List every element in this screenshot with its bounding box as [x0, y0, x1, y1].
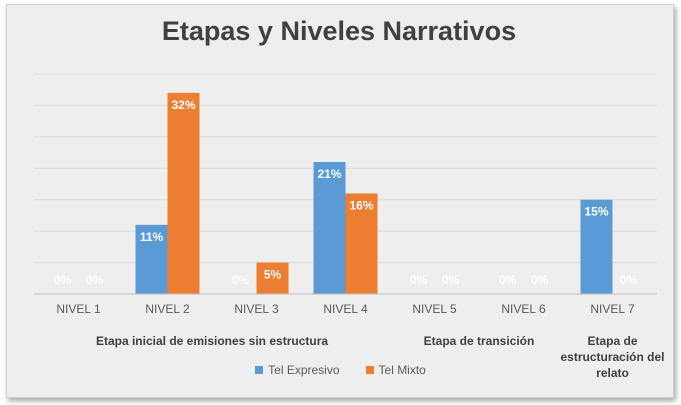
bar-2-3: [256, 262, 289, 294]
data-label-1-2: 11%: [140, 230, 164, 244]
data-label-1-7: 15%: [584, 205, 608, 219]
data-label-2-5: 0%: [442, 273, 460, 287]
data-label-2-2: 32%: [171, 98, 195, 112]
category-label-1: NIVEL 1: [56, 302, 101, 316]
group-label-3-line-3: relato: [596, 366, 629, 380]
group-label-1-line-1: Etapa inicial de emisiones sin estructur…: [96, 334, 328, 348]
bar-2-2: [167, 92, 200, 294]
category-label-2: NIVEL 2: [145, 302, 190, 316]
data-label-1-1: 0%: [54, 273, 72, 287]
group-label-3-line-1: Etapa de: [587, 334, 637, 348]
data-label-1-5: 0%: [410, 273, 428, 287]
chart-legend: Tel Expresivo Tel Mixto: [0, 363, 681, 377]
category-label-3: NIVEL 3: [234, 302, 279, 316]
data-label-2-6: 0%: [531, 273, 549, 287]
data-label-2-1: 0%: [86, 273, 104, 287]
category-label-4: NIVEL 4: [323, 302, 368, 316]
category-label-7: NIVEL 7: [590, 302, 635, 316]
bar-1-4: [313, 162, 346, 294]
data-label-1-4: 21%: [317, 167, 341, 181]
legend-item-series-1: Tel Expresivo: [255, 363, 340, 377]
bar-2-4: [345, 193, 378, 294]
category-label-5: NIVEL 5: [412, 302, 457, 316]
category-label-6: NIVEL 6: [501, 302, 546, 316]
legend-label-series-2: Tel Mixto: [378, 363, 426, 377]
group-label-3-line-2: estructuración del: [560, 350, 664, 364]
data-label-2-3: 5%: [264, 268, 282, 282]
legend-item-series-2: Tel Mixto: [365, 363, 426, 377]
legend-swatch-series-1: [255, 366, 264, 374]
data-label-1-6: 0%: [499, 273, 517, 287]
group-label-2-line-1: Etapa de transición: [424, 334, 535, 348]
data-label-2-4: 16%: [349, 198, 373, 212]
bar-1-7: [580, 199, 613, 294]
data-label-2-7: 0%: [620, 273, 638, 287]
data-label-1-3: 0%: [232, 273, 250, 287]
chart-title: Etapas y Niveles Narrativos: [161, 16, 517, 46]
bar-1-2: [135, 224, 168, 294]
legend-swatch-series-2: [365, 366, 374, 374]
legend-label-series-1: Tel Expresivo: [268, 363, 340, 377]
